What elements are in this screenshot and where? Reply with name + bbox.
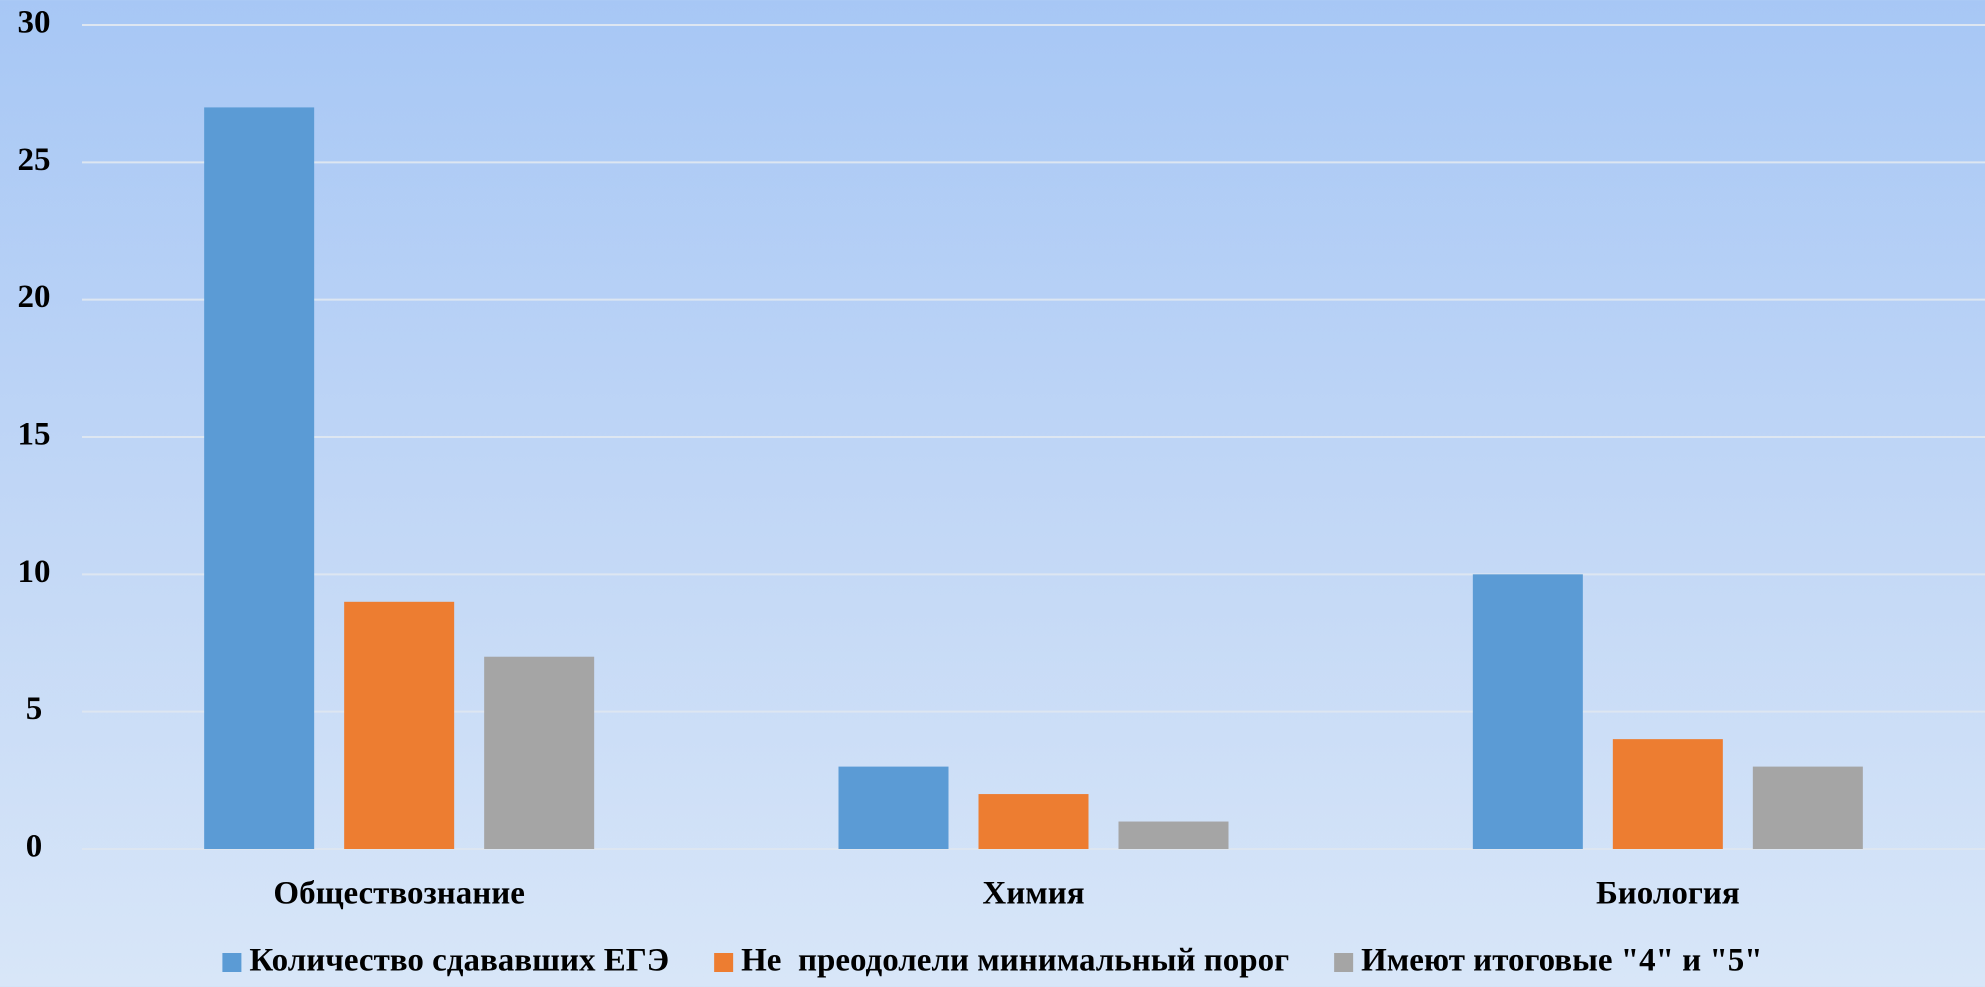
legend-label: Не преодолели минимальный порог bbox=[741, 943, 1289, 979]
legend-label: Имеют итоговые "4" и "5" bbox=[1361, 943, 1762, 979]
y-tick-label: 10 bbox=[18, 554, 51, 590]
bar bbox=[1118, 821, 1229, 849]
bar bbox=[978, 794, 1089, 849]
bar bbox=[1612, 739, 1723, 849]
y-tick-label: 0 bbox=[26, 829, 43, 865]
bar bbox=[204, 107, 315, 849]
legend-swatch bbox=[714, 953, 734, 972]
bar bbox=[1752, 766, 1863, 849]
legend-swatch bbox=[1334, 953, 1354, 972]
x-tick-label: Обществознание bbox=[273, 876, 524, 912]
y-tick-label: 5 bbox=[26, 691, 43, 727]
x-tick-label: Биология bbox=[1596, 876, 1740, 912]
y-tick-label: 25 bbox=[18, 142, 51, 178]
y-tick-label: 20 bbox=[18, 279, 51, 315]
y-tick-label: 30 bbox=[18, 5, 51, 41]
bar bbox=[1472, 574, 1583, 849]
x-tick-label: Химия bbox=[982, 876, 1084, 912]
legend-swatch bbox=[222, 953, 242, 972]
bar bbox=[344, 601, 455, 849]
bar bbox=[484, 656, 595, 849]
bar bbox=[838, 766, 949, 849]
y-tick-label: 15 bbox=[18, 417, 51, 453]
legend-label: Количество сдававших ЕГЭ bbox=[249, 943, 669, 979]
